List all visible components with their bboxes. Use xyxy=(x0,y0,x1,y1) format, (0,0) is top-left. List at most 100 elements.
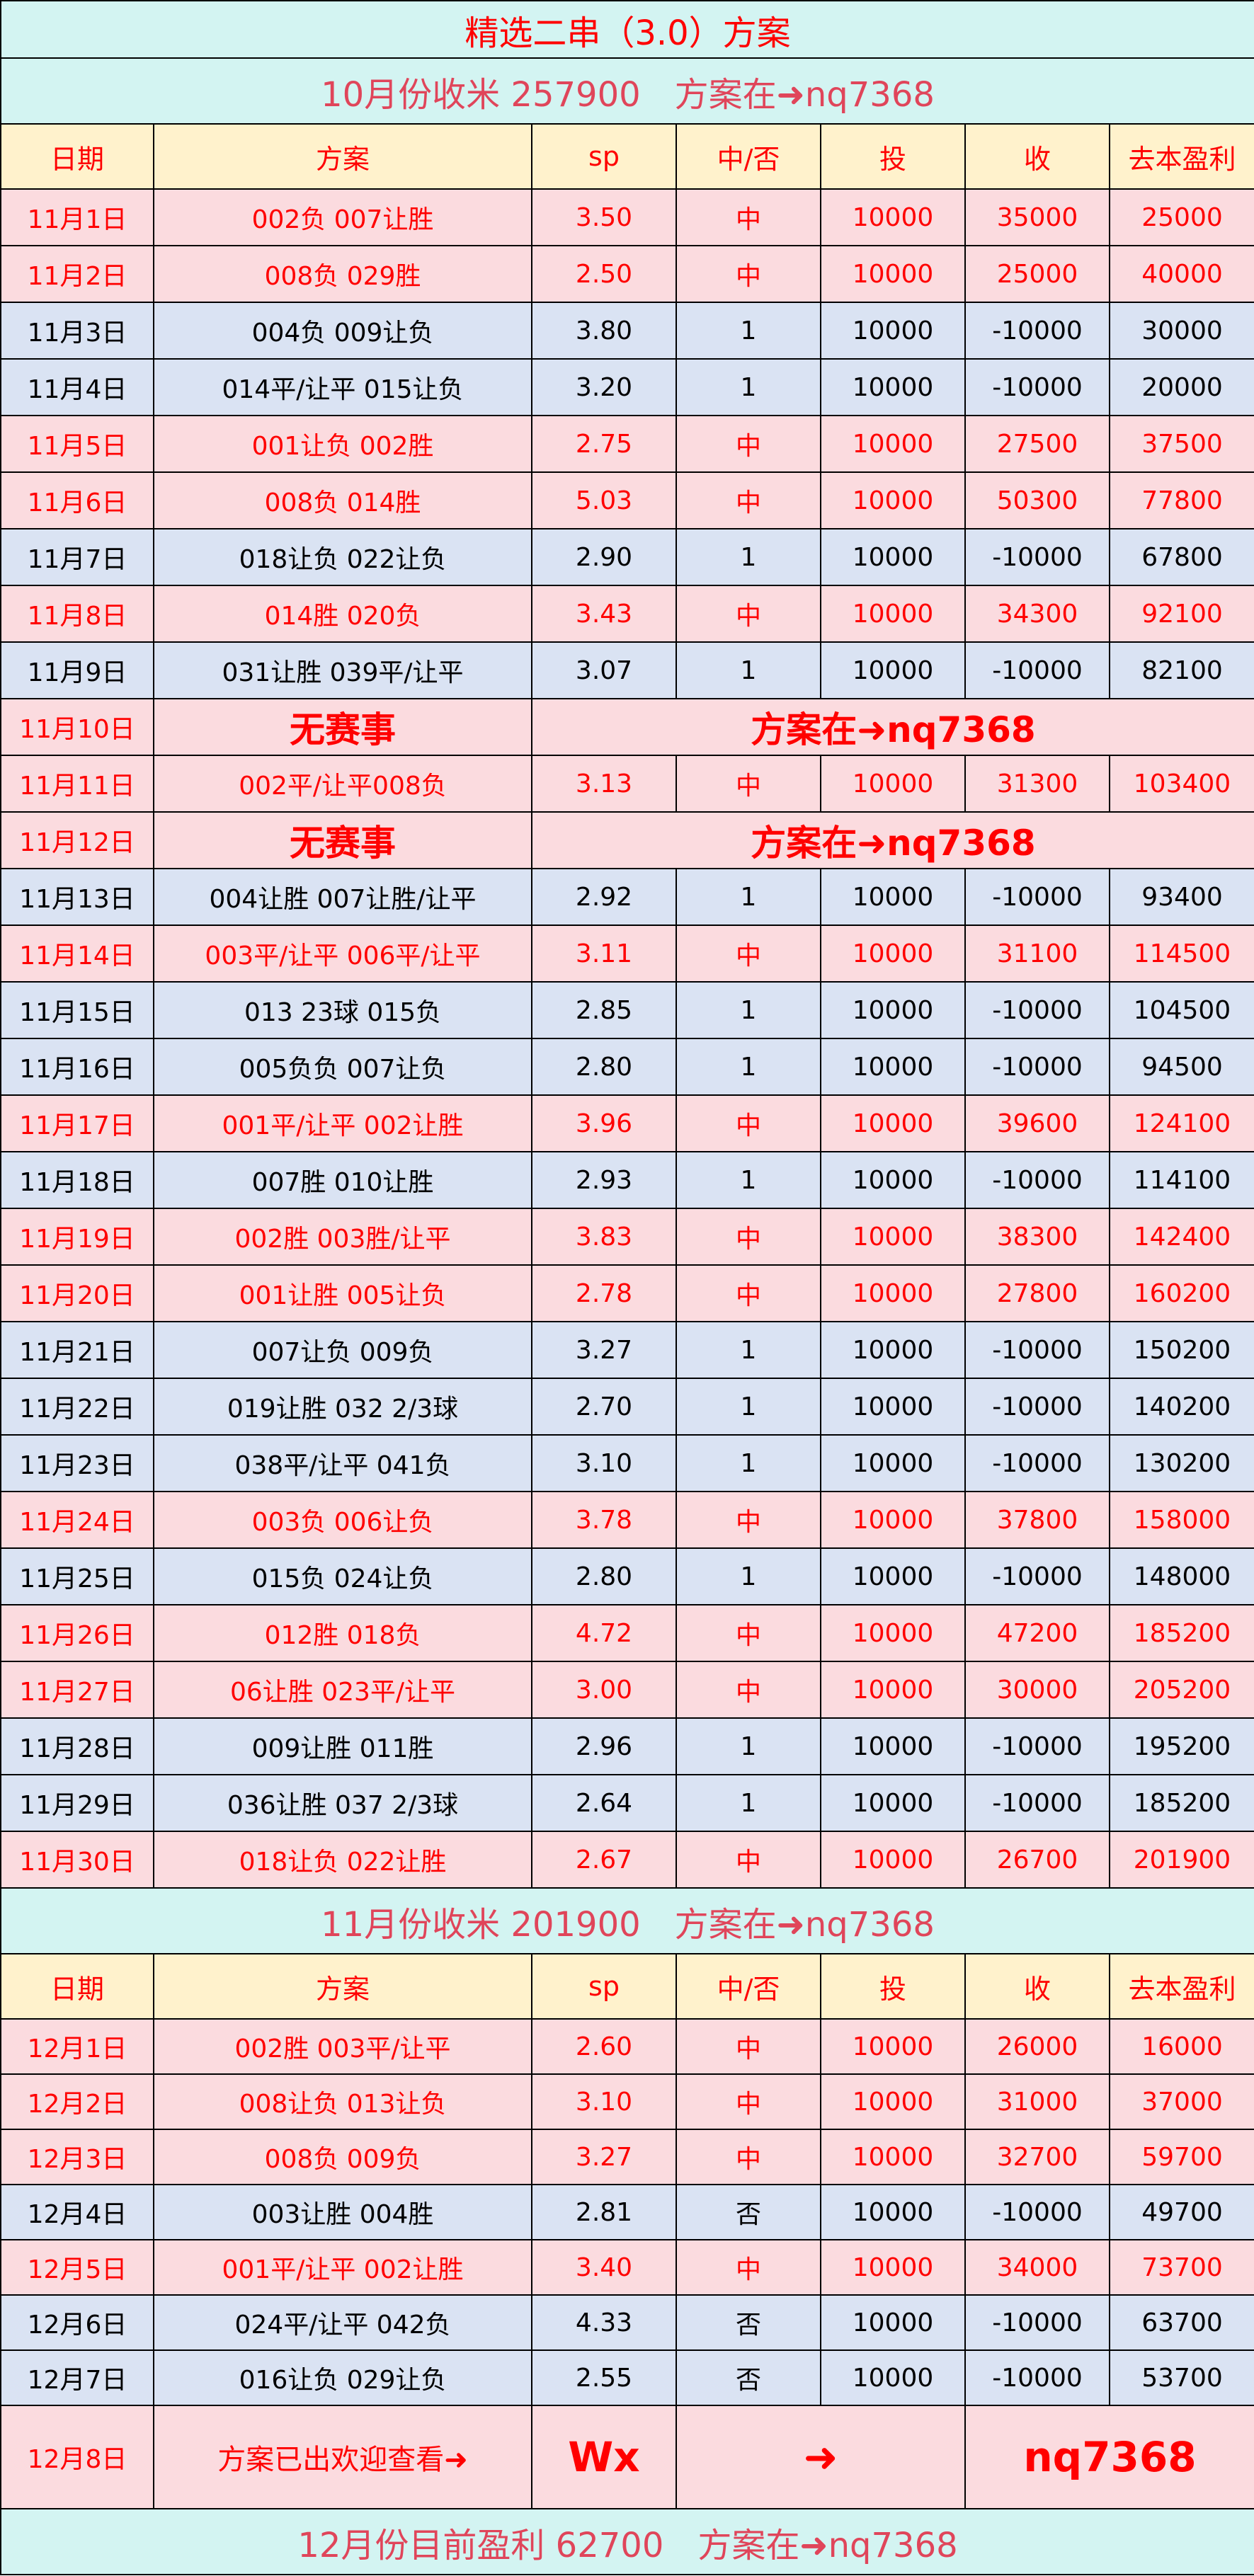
return-cell: 25000 xyxy=(964,245,1110,303)
sp-cell: 3.27 xyxy=(531,2129,677,2185)
bet-cell: 10000 xyxy=(820,585,966,643)
profit-cell: 185200 xyxy=(1108,1604,1254,1662)
bet-cell: 10000 xyxy=(820,868,966,926)
return-cell: -10000 xyxy=(964,302,1110,360)
sp-cell: 3.10 xyxy=(531,2073,677,2130)
plan-cell: 004让胜 007让胜/让平 xyxy=(153,868,532,926)
sp-cell: 3.07 xyxy=(531,641,677,699)
table-row: 11月17日 001平/让平 002让胜 3.96 中 10000 39600 124100 xyxy=(0,1094,1254,1152)
result-cell: 1 xyxy=(676,1038,821,1096)
return-cell: 38300 xyxy=(964,1208,1110,1266)
table-row: 12月5日 001平/让平 002让胜 3.40 中 10000 34000 73700 xyxy=(0,2239,1254,2296)
result-cell: 中 xyxy=(676,2073,821,2130)
plan-cell: 002平/让平008负 xyxy=(153,755,532,813)
table-row: 11月8日 014胜 020负 3.43 中 10000 34300 92100 xyxy=(0,585,1254,643)
table-header: 日期 方案 sp 中/否投收去本盈利 xyxy=(0,1953,1254,2020)
date-cell: 11月29日 xyxy=(0,1774,154,1832)
plan-cell: 001平/让平 002让胜 xyxy=(153,2239,532,2296)
sp-cell: 2.55 xyxy=(531,2349,677,2406)
result-cell: 中 xyxy=(676,2239,821,2296)
result-cell: 1 xyxy=(676,981,821,1039)
return-cell: 39600 xyxy=(964,1094,1110,1152)
return-cell: -10000 xyxy=(964,1547,1110,1605)
no-match-cell: 无赛事 xyxy=(153,811,532,869)
result-cell: 1 xyxy=(676,528,821,586)
table-row: 11月21日 007让负 009负 3.27 1 10000 -10000 150200 xyxy=(0,1321,1254,1379)
table-row: 12月7日 016让负 029让负 2.55 否 10000 -10000 53700 xyxy=(0,2349,1254,2406)
return-cell: -10000 xyxy=(964,358,1110,416)
plan-cell: 001让胜 005让负 xyxy=(153,1264,532,1322)
header-result: 中/否 xyxy=(676,1953,821,2020)
result-cell: 1 xyxy=(676,1434,821,1492)
date-cell: 11月23日 xyxy=(0,1434,154,1492)
plan-cell: 014胜 020负 xyxy=(153,585,532,643)
plan-cell: 016让负 029让负 xyxy=(153,2349,532,2406)
bet-cell: 10000 xyxy=(820,415,966,473)
sp-cell: 2.96 xyxy=(531,1717,677,1775)
profit-cell: 114100 xyxy=(1108,1151,1254,1209)
plan-cell: 001平/让平 002让胜 xyxy=(153,1094,532,1152)
result-cell: 1 xyxy=(676,1774,821,1832)
date-cell: 11月3日 xyxy=(0,302,154,360)
plan-cell: 002胜 003胜/让平 xyxy=(153,1208,532,1266)
table-row: 11月30日 018让负 022让胜 2.67 中 10000 26700 201900 xyxy=(0,1831,1254,1889)
table-row: 11月29日 036让胜 037 2/3球 2.64 1 10000 -10000 1852… xyxy=(0,1774,1254,1832)
date-cell: 11月9日 xyxy=(0,641,154,699)
result-cell: 1 xyxy=(676,358,821,416)
date-cell: 11月22日 xyxy=(0,1378,154,1436)
plan-cell: 005负负 007让负 xyxy=(153,1038,532,1096)
profit-cell: 25000 xyxy=(1108,188,1254,246)
date-cell: 11月11日 xyxy=(0,755,154,813)
result-cell: 中 xyxy=(676,585,821,643)
date-cell: 11月16日 xyxy=(0,1038,154,1096)
result-cell: 中 xyxy=(676,1094,821,1152)
date-cell: 12月3日 xyxy=(0,2129,154,2185)
return-cell: -10000 xyxy=(964,981,1110,1039)
return-cell: -10000 xyxy=(964,1038,1110,1096)
bet-cell: 10000 xyxy=(820,1434,966,1492)
table-row: 11月24日 003负 006让负 3.78 中 10000 37800 158000 xyxy=(0,1491,1254,1549)
return-cell: -10000 xyxy=(964,1378,1110,1436)
plan-cell: 014平/让平 015让负 xyxy=(153,358,532,416)
return-cell: 31000 xyxy=(964,2073,1110,2130)
table-row: 11月19日 002胜 003胜/让平 3.83 中 10000 38300 142400 xyxy=(0,1208,1254,1266)
profit-cell: 150200 xyxy=(1108,1321,1254,1379)
date-cell: 11月18日 xyxy=(0,1151,154,1209)
table-header: 日期 方案 sp 中/否投收去本盈利 xyxy=(0,123,1254,190)
bet-cell: 10000 xyxy=(820,1151,966,1209)
date-cell: 11月25日 xyxy=(0,1547,154,1605)
table-row: 11月18日 007胜 010让胜 2.93 1 10000 -10000 114100 xyxy=(0,1151,1254,1209)
plan-cell: 019让胜 032 2/3球 xyxy=(153,1378,532,1436)
result-cell: 1 xyxy=(676,1717,821,1775)
sp-cell: 4.33 xyxy=(531,2294,677,2351)
bet-cell: 10000 xyxy=(820,2018,966,2075)
profit-cell: 140200 xyxy=(1108,1378,1254,1436)
profit-cell: 185200 xyxy=(1108,1774,1254,1832)
table-row: 11月16日 005负负 007让负 2.80 1 10000 -10000 94500 xyxy=(0,1038,1254,1096)
header-plan: 方案 xyxy=(153,123,532,190)
arrow-icon: ➜ xyxy=(676,2405,966,2509)
profit-cell: 37000 xyxy=(1108,2073,1254,2130)
result-cell: 1 xyxy=(676,1321,821,1379)
sp-cell: 2.78 xyxy=(531,1264,677,1322)
header-bet: 投 xyxy=(820,123,966,190)
plan-cell: 009让胜 011胜 xyxy=(153,1717,532,1775)
table-row: 12月3日 008负 009负 3.27 中 10000 32700 59700 xyxy=(0,2129,1254,2185)
profit-cell: 16000 xyxy=(1108,2018,1254,2075)
table-row: 11月26日 012胜 018负 4.72 中 10000 47200 185200 xyxy=(0,1604,1254,1662)
plan-cell: 008让负 013让负 xyxy=(153,2073,532,2130)
bet-cell: 10000 xyxy=(820,641,966,699)
table-row: 11月11日 002平/让平008负 3.13 中 10000 31300 103400 xyxy=(0,755,1254,813)
table-row: 12月1日 002胜 003平/让平 2.60 中 10000 26000 16000 xyxy=(0,2018,1254,2075)
plan-cell: 003让胜 004胜 xyxy=(153,2184,532,2240)
plan-cell: 013 23球 015负 xyxy=(153,981,532,1039)
header-profit: 去本盈利 xyxy=(1108,123,1254,190)
table-row: 12月4日 003让胜 004胜 2.81 否 10000 -10000 49700 xyxy=(0,2184,1254,2240)
profit-cell: 53700 xyxy=(1108,2349,1254,2406)
contact-id: nq7368 xyxy=(964,2405,1254,2509)
return-cell: 26000 xyxy=(964,2018,1110,2075)
result-cell: 1 xyxy=(676,641,821,699)
profit-cell: 104500 xyxy=(1108,981,1254,1039)
profit-cell: 49700 xyxy=(1108,2184,1254,2240)
result-cell: 中 xyxy=(676,2018,821,2075)
